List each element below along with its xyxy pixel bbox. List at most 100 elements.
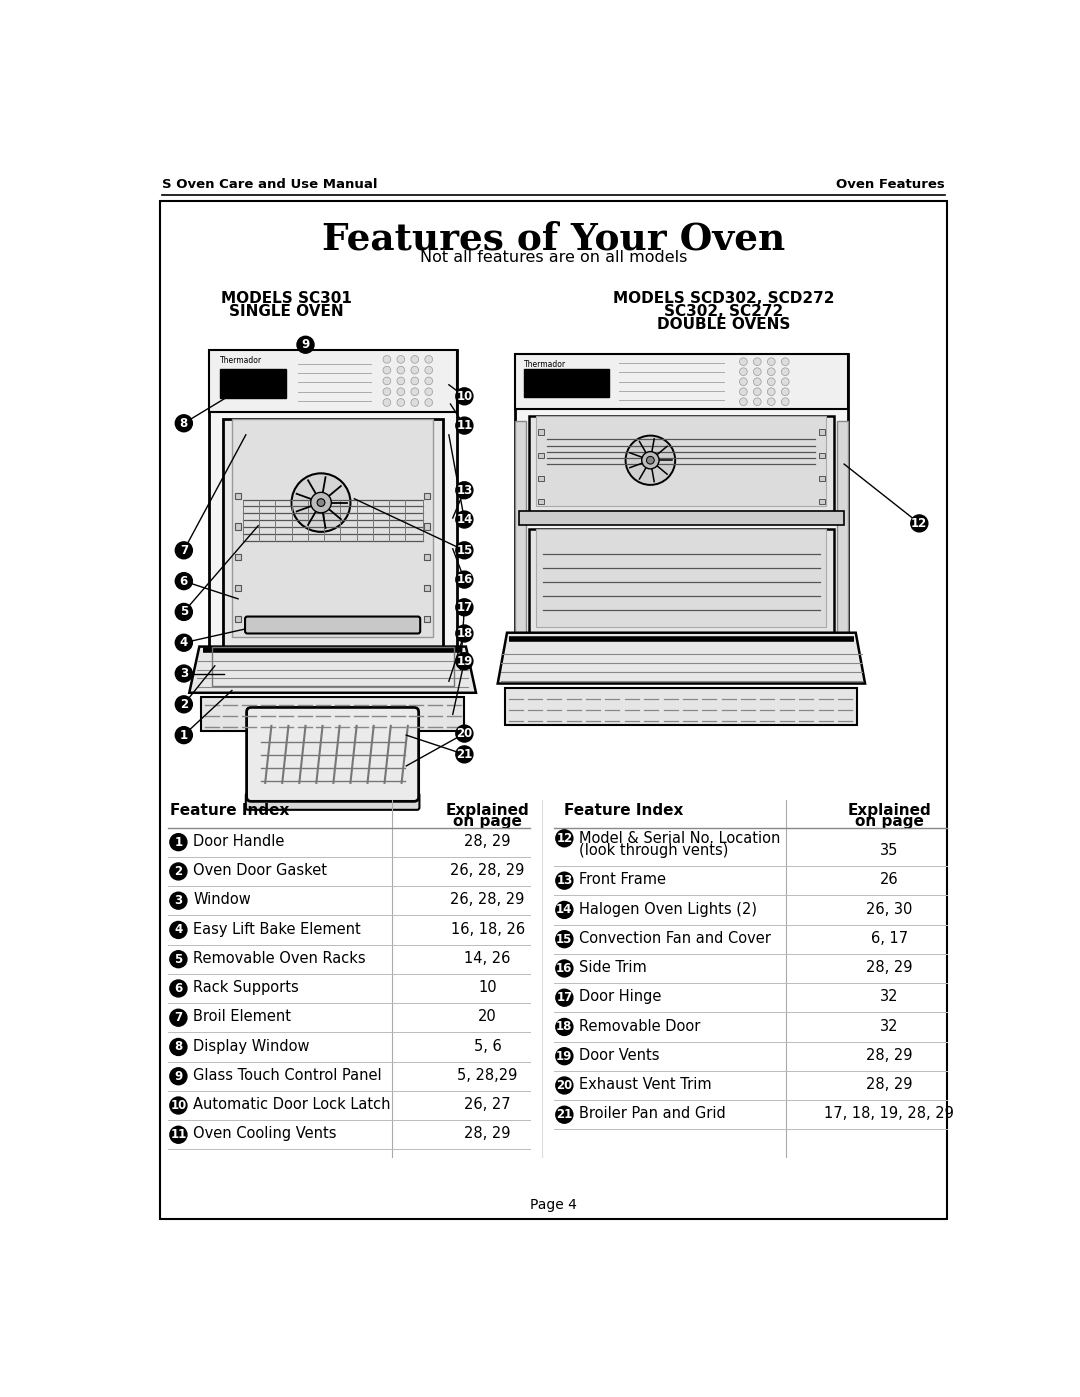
Text: 4: 4 (174, 923, 183, 936)
Circle shape (556, 960, 572, 977)
Text: 14: 14 (556, 904, 572, 916)
Text: SC302, SC272: SC302, SC272 (664, 305, 784, 319)
Circle shape (781, 398, 789, 405)
Text: 8: 8 (174, 1041, 183, 1053)
Circle shape (754, 377, 761, 386)
Text: on page: on page (854, 814, 923, 830)
Circle shape (556, 901, 572, 918)
Circle shape (397, 398, 405, 407)
Polygon shape (189, 647, 476, 693)
Circle shape (383, 366, 391, 374)
Text: Oven Door Gasket: Oven Door Gasket (193, 863, 327, 879)
Circle shape (170, 1126, 187, 1143)
Text: Door Handle: Door Handle (193, 834, 284, 849)
Circle shape (456, 624, 473, 643)
Text: Broiler Pan and Grid: Broiler Pan and Grid (579, 1106, 726, 1122)
Circle shape (781, 367, 789, 376)
FancyBboxPatch shape (424, 585, 430, 591)
Circle shape (170, 834, 187, 851)
Text: 12: 12 (912, 517, 928, 529)
Circle shape (175, 573, 192, 590)
Text: 10: 10 (478, 981, 497, 995)
Text: 13: 13 (456, 483, 473, 497)
Text: 28, 29: 28, 29 (866, 1048, 913, 1063)
Circle shape (424, 388, 433, 395)
Text: MODELS SC301: MODELS SC301 (220, 291, 352, 306)
Text: 28, 29: 28, 29 (866, 960, 913, 975)
Text: 11: 11 (456, 419, 473, 432)
Circle shape (781, 377, 789, 386)
Circle shape (740, 398, 747, 405)
Text: 28, 29: 28, 29 (464, 1126, 511, 1141)
Circle shape (424, 377, 433, 384)
FancyBboxPatch shape (208, 351, 457, 689)
Text: 16: 16 (556, 963, 572, 975)
FancyBboxPatch shape (246, 793, 419, 810)
Circle shape (781, 388, 789, 395)
Text: 13: 13 (556, 875, 572, 887)
FancyBboxPatch shape (235, 524, 241, 529)
Circle shape (456, 725, 473, 742)
Text: 16: 16 (456, 573, 473, 587)
Circle shape (383, 398, 391, 407)
Text: 5: 5 (174, 953, 183, 965)
Text: 16, 18, 26: 16, 18, 26 (450, 922, 525, 936)
Text: 32: 32 (880, 1018, 899, 1034)
FancyBboxPatch shape (819, 453, 825, 458)
Text: 5: 5 (179, 605, 188, 619)
FancyBboxPatch shape (201, 697, 464, 731)
Text: Exhaust Vent Trim: Exhaust Vent Trim (579, 1077, 712, 1092)
Text: Removable Oven Racks: Removable Oven Racks (193, 951, 366, 965)
FancyBboxPatch shape (220, 369, 286, 398)
FancyBboxPatch shape (538, 499, 544, 504)
FancyBboxPatch shape (232, 419, 433, 637)
Text: DOUBLE OVENS: DOUBLE OVENS (658, 317, 791, 332)
Text: 9: 9 (174, 1070, 183, 1083)
Circle shape (740, 388, 747, 395)
Text: 11: 11 (171, 1129, 187, 1141)
Text: Thermador: Thermador (524, 360, 566, 369)
Circle shape (556, 1077, 572, 1094)
Circle shape (740, 377, 747, 386)
Text: 28, 29: 28, 29 (464, 834, 511, 849)
Circle shape (456, 388, 473, 405)
Circle shape (768, 388, 775, 395)
Circle shape (754, 398, 761, 405)
Text: S Oven Care and Use Manual: S Oven Care and Use Manual (162, 177, 378, 191)
Text: (look through vents): (look through vents) (579, 842, 728, 858)
FancyBboxPatch shape (208, 351, 457, 412)
FancyBboxPatch shape (819, 429, 825, 434)
Circle shape (383, 377, 391, 384)
FancyBboxPatch shape (529, 415, 834, 511)
Polygon shape (498, 633, 865, 683)
FancyBboxPatch shape (424, 616, 430, 622)
Text: 15: 15 (456, 543, 473, 557)
Circle shape (170, 1097, 187, 1113)
Circle shape (424, 398, 433, 407)
Circle shape (383, 388, 391, 395)
Text: 2: 2 (179, 698, 188, 711)
FancyBboxPatch shape (424, 493, 430, 499)
Circle shape (175, 696, 192, 712)
Text: 4: 4 (179, 636, 188, 650)
FancyBboxPatch shape (424, 555, 430, 560)
Circle shape (647, 457, 654, 464)
Text: Thermador: Thermador (220, 356, 262, 365)
Circle shape (456, 511, 473, 528)
Circle shape (781, 358, 789, 366)
Text: Side Trim: Side Trim (579, 960, 647, 975)
Circle shape (556, 1018, 572, 1035)
Circle shape (170, 922, 187, 939)
Circle shape (740, 367, 747, 376)
FancyBboxPatch shape (515, 353, 848, 409)
FancyBboxPatch shape (245, 616, 420, 633)
FancyBboxPatch shape (819, 475, 825, 481)
FancyBboxPatch shape (235, 493, 241, 499)
Circle shape (556, 930, 572, 947)
Text: Door Vents: Door Vents (579, 1048, 660, 1063)
Circle shape (456, 571, 473, 588)
Circle shape (170, 863, 187, 880)
Circle shape (170, 951, 187, 968)
Circle shape (556, 989, 572, 1006)
Text: Not all features are on all models: Not all features are on all models (420, 250, 687, 265)
